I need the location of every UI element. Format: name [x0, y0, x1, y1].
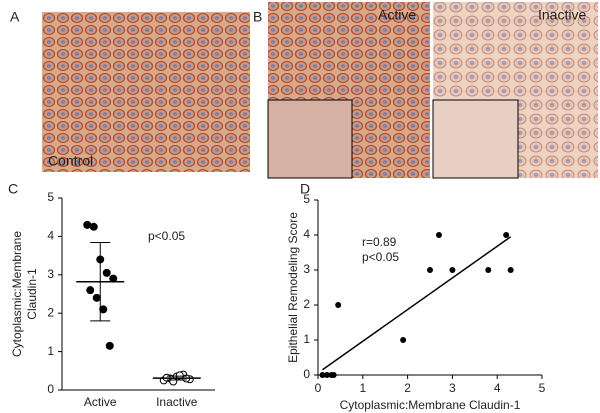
x-tick-label: 2 [404, 381, 411, 395]
point [335, 302, 342, 308]
image-label: Control [48, 153, 93, 169]
point [323, 372, 330, 378]
x-tick-label: Inactive [156, 395, 198, 409]
inset [432, 99, 519, 179]
point [449, 267, 456, 273]
panel-label: D [300, 181, 310, 197]
annotation: p<0.05 [148, 229, 185, 243]
dot [175, 371, 184, 380]
y-tick-label: 1 [47, 344, 54, 358]
y-axis-label: Cytoplasmic:Membrane [10, 231, 24, 357]
y-tick-label: 5 [47, 190, 54, 204]
fit-line [322, 236, 512, 371]
point [400, 337, 407, 343]
y-tick-label: 4 [47, 229, 54, 243]
y-tick-label: 2 [303, 297, 310, 311]
dot [99, 305, 108, 314]
y-tick-label: 0 [303, 367, 310, 381]
dot [89, 222, 98, 231]
y-axis-label: Epithelial Remodeling Score [286, 212, 300, 363]
point [507, 267, 514, 273]
y-tick-label: 3 [303, 262, 310, 276]
dot [86, 286, 95, 295]
y-tick-label: 5 [303, 192, 310, 206]
point [485, 267, 492, 273]
point [330, 372, 337, 378]
x-tick-label: 3 [449, 381, 456, 395]
y-tick-label: 1 [303, 332, 310, 346]
dot [92, 293, 101, 302]
inset [267, 99, 353, 179]
y-axis-label: Claudin-1 [25, 268, 39, 320]
dot [102, 268, 111, 277]
x-axis-label: Cytoplasmic:Membrane Claudin-1 [340, 398, 521, 412]
image-label: Active [378, 7, 416, 23]
annotation: p<0.05 [362, 250, 399, 264]
panel-label: A [10, 9, 20, 25]
point [435, 232, 442, 238]
x-tick-label: 0 [315, 381, 322, 395]
panel-label: B [253, 9, 262, 25]
point [319, 372, 326, 378]
point [503, 232, 510, 238]
y-tick-label: 0 [47, 382, 54, 396]
point [427, 267, 433, 273]
panel-label: C [8, 181, 18, 197]
dot [83, 220, 92, 229]
y-tick-label: 4 [303, 227, 310, 241]
y-tick-label: 2 [47, 305, 54, 319]
dot [105, 341, 114, 350]
x-tick-label: 5 [539, 381, 546, 395]
y-tick-label: 3 [47, 267, 54, 281]
image-label: Inactive [538, 7, 586, 23]
x-tick-label: 4 [494, 381, 501, 395]
x-tick-label: Active [84, 395, 117, 409]
annotation: r=0.89 [362, 235, 397, 249]
micrograph [42, 12, 250, 172]
dot [169, 377, 178, 386]
x-tick-label: 1 [359, 381, 366, 395]
